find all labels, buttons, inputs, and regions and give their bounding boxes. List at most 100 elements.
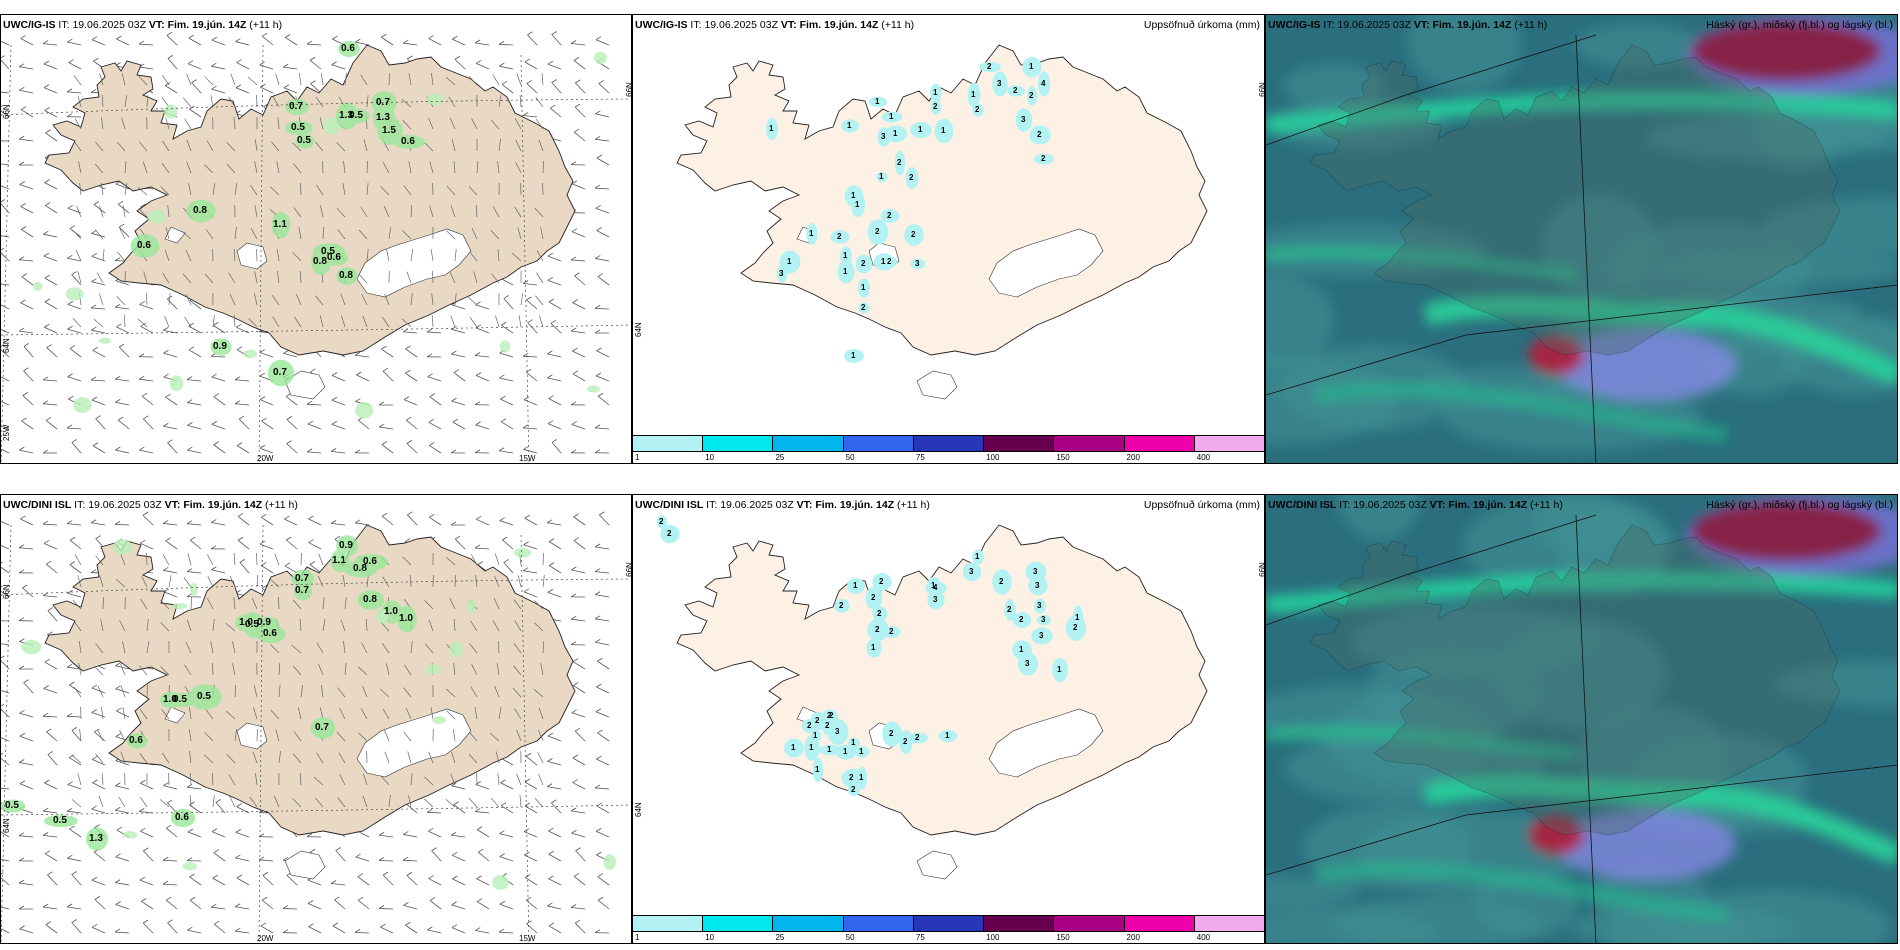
latitude-label: 66N: [2, 104, 11, 119]
precip-amount: 2: [861, 259, 866, 268]
colorbar-tick: 25: [775, 933, 785, 942]
precip-value: 0.5: [349, 110, 363, 121]
precip-value: 0.5: [173, 694, 187, 705]
precip-value: 0.8: [193, 205, 207, 216]
precip-value: 0.7: [273, 367, 287, 378]
precip-amount: 3: [933, 595, 938, 604]
colorbar-tick: 10: [705, 933, 715, 942]
precip-amount: 2: [1029, 91, 1034, 100]
it-label: IT:: [74, 499, 86, 511]
precip-value: 0.6: [129, 735, 143, 746]
precip-value: 0.5: [245, 619, 259, 630]
precip-amount: 2: [911, 230, 916, 239]
colorbar: 1 10 25 50 75 100 150 200 400: [633, 915, 1264, 943]
precip-amount: 2: [1041, 154, 1046, 163]
panel-header: UWC/DINI ISL IT: 19.06.2025 03Z VT: Fim.…: [1268, 499, 1563, 511]
precip-amount: 1: [813, 731, 818, 740]
precip-amount: 3: [997, 79, 1002, 88]
precip-amount: 1: [933, 88, 938, 97]
precip-value: 1.1: [273, 219, 287, 230]
precip-amount: 1: [859, 773, 864, 782]
colorbar: 1 10 25 50 75 100 150 200 400: [633, 435, 1264, 463]
glacier: [988, 708, 1104, 778]
colorbar-swatch: [1194, 915, 1264, 932]
precip-value: 0.6: [341, 43, 355, 54]
precip-value: 0.8: [313, 256, 327, 267]
vt-label: VT:: [1429, 499, 1446, 511]
lead-time: (+11 h): [1514, 19, 1548, 31]
precip-value: 0.5: [321, 246, 335, 257]
precip-value: 0.7: [295, 585, 309, 596]
lead-time: (+11 h): [897, 499, 930, 511]
precip-amount: 1: [971, 90, 976, 99]
colorbar-tick: 150: [1056, 933, 1070, 942]
colorbar-swatch: [984, 915, 1055, 932]
longitude-label: 20W: [257, 454, 274, 463]
glacier: [916, 370, 958, 400]
precip-amount: 2: [659, 517, 664, 526]
colorbar-tick: 100: [986, 933, 1000, 942]
panel-title: Uppsöfnuð úrkoma (mm): [1143, 499, 1260, 511]
precip-value: 0.9: [213, 341, 227, 352]
colorbar-swatch: [843, 435, 914, 452]
precip-amount: 2: [897, 158, 902, 167]
latitude-label: 64N: [634, 802, 643, 817]
precip-amount: 2: [815, 716, 820, 725]
precip-amount: 2: [829, 711, 834, 720]
longitude-label: 15W: [519, 934, 536, 943]
lead-time: (+11 h): [1530, 499, 1563, 511]
iceland-outline: [1309, 44, 1841, 356]
panel-header: UWC/IG-IS IT: 19.06.2025 03Z VT: Fim. 19…: [635, 19, 914, 31]
map-panel-dini-clouds: UWC/DINI ISL IT: 19.06.2025 03Z VT: Fim.…: [1265, 494, 1898, 944]
colorbar-tick: 75: [915, 453, 925, 462]
panel-title: Háský (gr.), miðský (fj.bl.) og lágský (…: [1706, 19, 1893, 31]
colorbar-tick: 150: [1056, 453, 1070, 462]
colorbar-swatch: [913, 435, 985, 452]
vt-label: VT:: [796, 499, 813, 511]
precip-value: 1.3: [339, 110, 353, 121]
it-label: IT:: [1323, 19, 1335, 31]
cloud-map-svg: [1266, 495, 1897, 943]
iceland-landmass: [44, 44, 576, 356]
precip-amount: 1: [871, 643, 876, 652]
init-time: 19.06.2025 03Z: [720, 499, 794, 511]
precip-amount: 3: [1035, 581, 1040, 590]
longitude-label: 15W: [519, 454, 536, 463]
precip-value: 0.7: [289, 101, 303, 112]
map-panel-igis-wind: 0.6 0.7 0.5 0.5 1.3 0.5 0.7 1.3 1.5 0.6 0.8 1.1 0.6 0…: [0, 14, 632, 464]
precip-amount: 2: [851, 785, 856, 794]
precip-amount: 1: [975, 552, 980, 561]
colorbar-swatch: [773, 435, 844, 452]
precip-amount: 1: [851, 738, 856, 747]
precip-amount: 2: [887, 211, 892, 220]
colorbar-tick: 10: [705, 453, 715, 462]
cloud-layers: [1266, 495, 1897, 943]
colorbar-swatch: [1054, 915, 1125, 932]
precip-amount: 2: [903, 737, 908, 746]
glacier: [284, 850, 326, 880]
precip-amount: 2: [827, 711, 832, 720]
wind-map-svg: [1, 495, 631, 943]
precip-amount: 2: [875, 227, 880, 236]
precip-amount: 1: [893, 129, 898, 138]
precip-amount: 2: [1037, 130, 1042, 139]
precip-amount: 2: [871, 593, 876, 602]
precip-amount: 1: [851, 351, 856, 360]
glacier: [356, 228, 472, 298]
precip-amount: 1: [881, 257, 886, 266]
precip-amount: 1: [815, 765, 820, 774]
glacier: [356, 708, 472, 778]
panel-header: UWC/IG-IS IT: 19.06.2025 03Z VT: Fim. 19…: [1268, 19, 1547, 31]
longitude-label: 20W: [257, 934, 274, 943]
iceland-outline: [1309, 524, 1841, 836]
longitude-label-left: 25W: [2, 424, 11, 441]
land-wind-barbs: [71, 552, 545, 808]
colorbar-swatch: [703, 435, 774, 452]
precip-amount: 1: [859, 747, 864, 756]
precip-value: 0.6: [363, 556, 377, 567]
latitude-label-right: 66N: [625, 82, 632, 97]
precip-amount: 3: [835, 727, 840, 736]
iceland-landmass: [676, 44, 1208, 356]
precip-amount: 3: [969, 567, 974, 576]
